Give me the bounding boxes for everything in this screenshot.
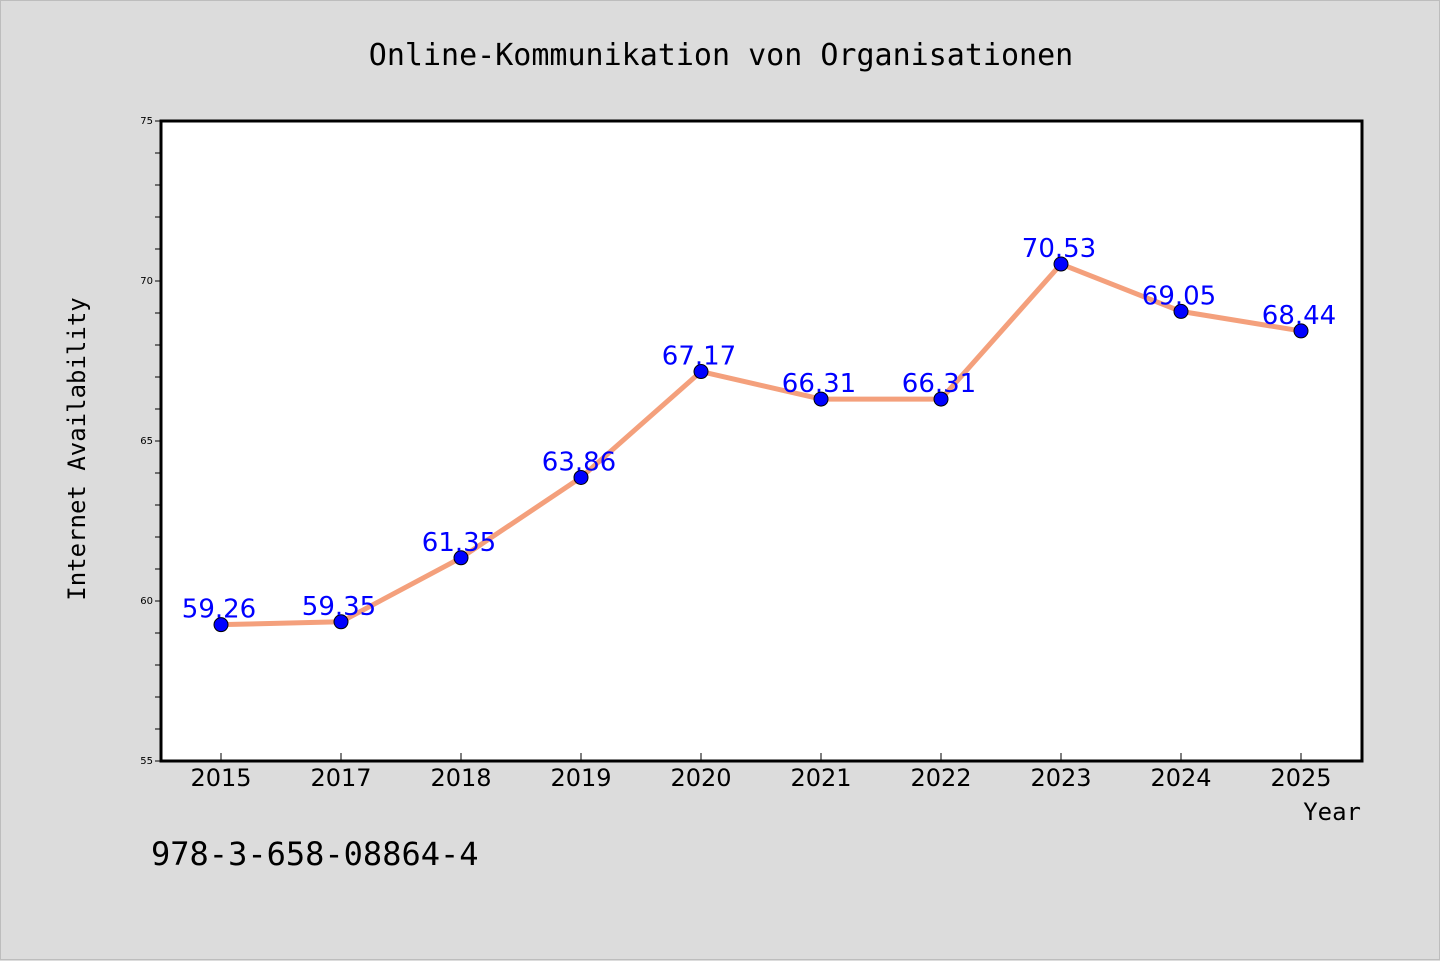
x-tick-label: 2019 <box>550 764 611 792</box>
data-label: 69.05 <box>1142 281 1216 311</box>
data-point <box>333 614 349 630</box>
data-point <box>213 617 229 633</box>
y-tick-label: 65 <box>140 436 153 447</box>
series-markers <box>213 256 1309 633</box>
data-point <box>1293 323 1309 339</box>
y-tick-label: 60 <box>140 596 153 607</box>
data-label: 68.44 <box>1262 301 1336 331</box>
data-point <box>693 364 709 380</box>
footnote-isbn: 978-3-658-08864-4 <box>151 835 479 873</box>
data-label: 59.26 <box>182 595 256 625</box>
data-label: 70.53 <box>1022 234 1096 264</box>
x-tick-label: 2025 <box>1270 764 1331 792</box>
series-line <box>218 261 1304 628</box>
x-tick-label: 2020 <box>670 764 731 792</box>
y-tick-label: 75 <box>140 116 153 127</box>
x-tick-label: 2023 <box>1030 764 1091 792</box>
x-axis-label: Year <box>1303 798 1361 826</box>
y-axis-label: Internet Availability <box>63 297 91 600</box>
plot-area <box>159 119 1364 763</box>
data-label: 61.35 <box>422 528 496 558</box>
data-label: 63.86 <box>542 447 616 477</box>
data-label: 66.31 <box>782 369 856 399</box>
data-point <box>933 391 949 407</box>
data-label: 66.31 <box>902 369 976 399</box>
x-tick-label: 2021 <box>790 764 851 792</box>
data-point <box>1173 303 1189 319</box>
x-tick-label: 2017 <box>310 764 371 792</box>
y-tick-label: 70 <box>140 276 153 287</box>
x-tick-label: 2015 <box>190 764 251 792</box>
data-label: 59.35 <box>302 592 376 622</box>
data-point <box>1053 256 1069 272</box>
data-label: 67.17 <box>662 342 736 372</box>
data-labels: 59.26 59.35 61.35 63.86 67.17 66.31 66.31 70.53… <box>182 234 1336 625</box>
data-point <box>573 469 589 485</box>
chart-title: Online-Kommunikation von Organisationen <box>369 38 1073 73</box>
x-tick-label: 2018 <box>430 764 491 792</box>
x-tick-label: 2024 <box>1150 764 1211 792</box>
data-point <box>813 391 829 407</box>
data-point <box>453 550 469 566</box>
y-axis: 55 60 65 70 75 <box>140 116 161 767</box>
y-tick-label: 55 <box>140 756 153 767</box>
x-axis: 2015 2017 2018 2019 2020 2021 2022 2023 2024 2025 <box>190 753 1332 792</box>
x-tick-label: 2022 <box>910 764 971 792</box>
